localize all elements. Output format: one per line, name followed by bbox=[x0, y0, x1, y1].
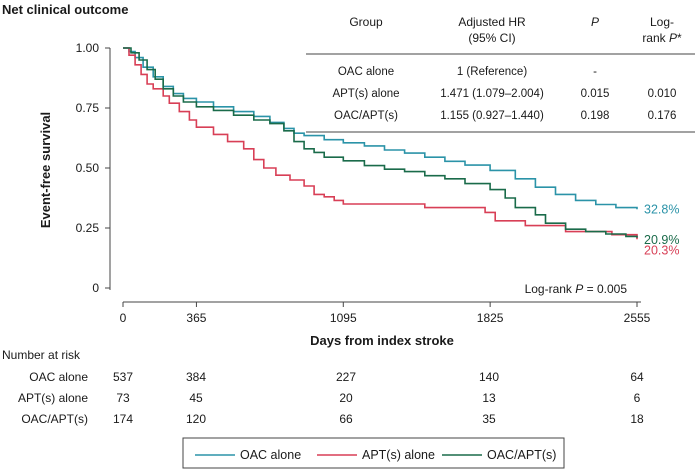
inset-cell-group: OAC alone bbox=[338, 66, 394, 78]
km-curve-apt-s-alone bbox=[123, 47, 638, 240]
y-tick-label: 0.75 bbox=[76, 101, 100, 115]
inset-header-logrank-line2: rank P* bbox=[642, 31, 682, 45]
inset-header-hr-line2: (95% CI) bbox=[468, 31, 515, 45]
inset-header-hr-line1: Adjusted HR bbox=[458, 15, 526, 29]
y-tick-label: 0.25 bbox=[76, 221, 100, 235]
y-tick-label: 0.50 bbox=[76, 161, 100, 175]
inset-cell-p: 0.015 bbox=[581, 88, 610, 100]
inset-header-group: Group bbox=[349, 15, 383, 29]
inset-cell-lr: 0.010 bbox=[648, 88, 677, 100]
inset-cell-group: OAC/APT(s) bbox=[334, 110, 398, 122]
end-label: 20.9% bbox=[644, 233, 679, 247]
y-tick-label: 1.00 bbox=[76, 41, 100, 55]
inset-cell-hr: 1 (Reference) bbox=[457, 66, 527, 78]
risk-value: 45 bbox=[189, 391, 203, 405]
inset-cell-lr: 0.176 bbox=[648, 110, 677, 122]
risk-value: 18 bbox=[630, 412, 644, 426]
km-curve-oac-alone bbox=[123, 47, 638, 210]
y-axis-label: Event-free survival bbox=[38, 112, 53, 228]
risk-row-label: OAC/APT(s) bbox=[21, 412, 88, 426]
legend-label: APT(s) alone bbox=[362, 448, 435, 462]
y-tick-label: 0 bbox=[92, 281, 99, 295]
risk-value: 227 bbox=[336, 370, 356, 384]
chart-title: Net clinical outcome bbox=[2, 2, 128, 17]
x-tick-label: 0 bbox=[120, 311, 127, 325]
risk-value: 13 bbox=[482, 391, 496, 405]
risk-row-label: OAC alone bbox=[29, 370, 88, 384]
km-curve-oac-apt-s bbox=[123, 47, 638, 238]
logrank-annotation: Log-rank P = 0.005 bbox=[525, 282, 628, 296]
risk-value: 174 bbox=[113, 412, 133, 426]
legend-label: OAC alone bbox=[240, 448, 301, 462]
risk-value: 140 bbox=[479, 370, 499, 384]
inset-table: Group Adjusted HR (95% CI) P Log- rank P… bbox=[306, 15, 695, 133]
x-tick-label: 365 bbox=[186, 311, 206, 325]
legend-label: OAC/APT(s) bbox=[487, 448, 556, 462]
risk-value: 384 bbox=[186, 370, 206, 384]
x-axis-label: Days from index stroke bbox=[310, 333, 454, 348]
end-label: 32.8% bbox=[644, 202, 679, 216]
inset-cell-p: 0.198 bbox=[581, 110, 610, 122]
risk-value: 35 bbox=[482, 412, 496, 426]
x-tick-label: 1095 bbox=[330, 311, 357, 325]
inset-header-p: P bbox=[591, 15, 599, 29]
risk-value: 20 bbox=[339, 391, 353, 405]
inset-cell-hr: 1.471 (1.079–2.004) bbox=[440, 88, 544, 100]
risk-value: 6 bbox=[634, 391, 641, 405]
risk-value: 64 bbox=[630, 370, 644, 384]
inset-cell-hr: 1.155 (0.927–1.440) bbox=[440, 110, 544, 122]
inset-header-logrank-line1: Log- bbox=[650, 15, 674, 29]
legend-box bbox=[182, 437, 565, 469]
risk-table-title: Number at risk bbox=[2, 348, 81, 362]
x-tick-label: 1825 bbox=[477, 311, 504, 325]
risk-value: 66 bbox=[339, 412, 353, 426]
x-tick-label: 2555 bbox=[624, 311, 651, 325]
risk-row-label: APT(s) alone bbox=[18, 391, 88, 405]
risk-value: 73 bbox=[116, 391, 130, 405]
inset-cell-group: APT(s) alone bbox=[332, 88, 399, 100]
end-label: 20.3% bbox=[644, 243, 679, 257]
risk-value: 537 bbox=[113, 370, 133, 384]
risk-value: 120 bbox=[186, 412, 206, 426]
inset-cell-p: - bbox=[593, 66, 597, 78]
